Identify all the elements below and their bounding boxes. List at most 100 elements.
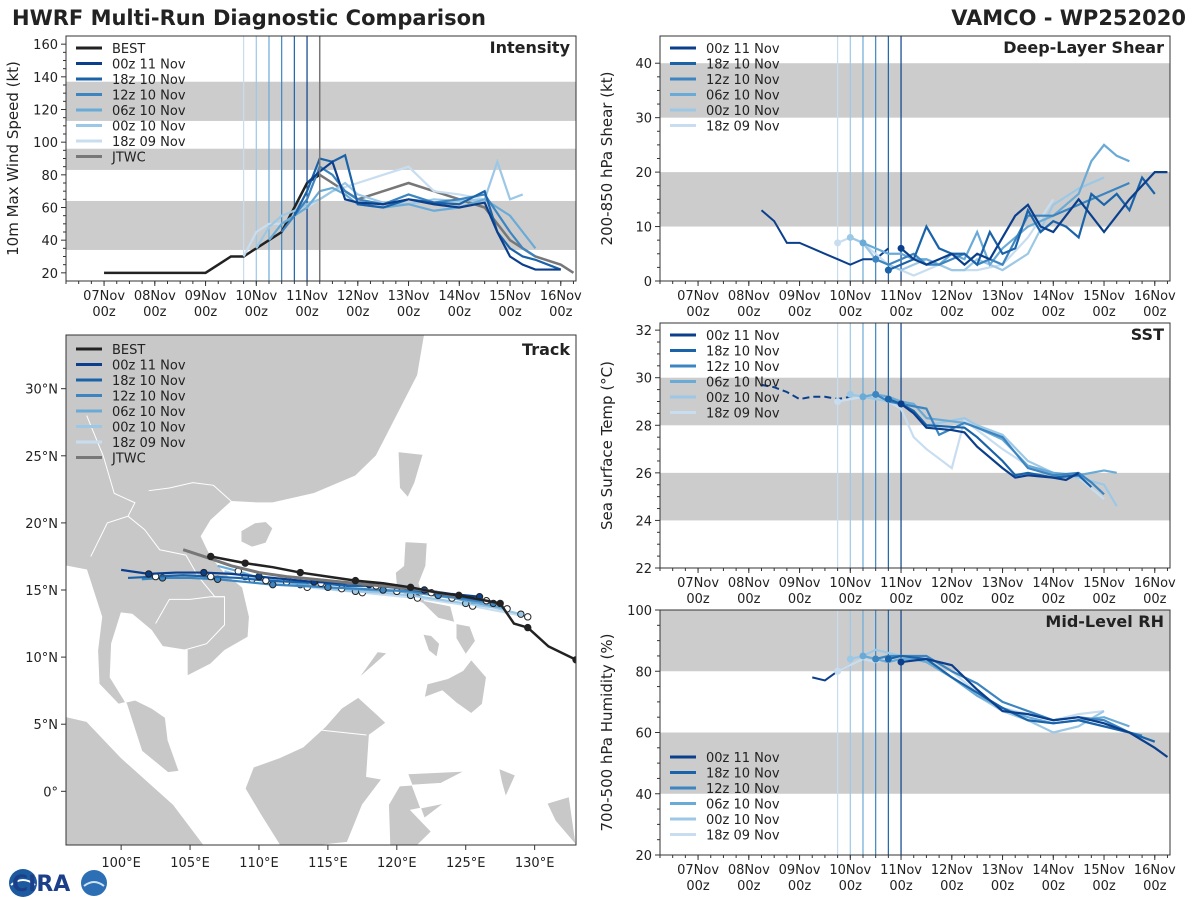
sst-ytick-label: 24 [635, 514, 652, 529]
rh-series-start-point [859, 652, 867, 660]
rh-xtick-day: 16Nov [1134, 863, 1176, 878]
track-panel: 100°E 105°E 110°E 115°E 120°E 125°E 130°E 0° 5°N… [25, 334, 577, 871]
intensity-series-line [306, 159, 561, 271]
intensity-panel: 2040608010012014016007Nov00z08Nov00z09No… [4, 35, 582, 320]
rh-ytick-label: 60 [635, 727, 652, 742]
shear-xtick-hour: 00z [889, 305, 913, 320]
sst-xtick-day: 08Nov [728, 576, 770, 591]
track-ytick-label: 20°N [25, 517, 58, 532]
track-best-line-point [207, 552, 215, 561]
rh-xtick-day: 11Nov [880, 863, 922, 878]
rh-xtick-day: 13Nov [982, 863, 1024, 878]
rh-xtick-day: 09Nov [779, 863, 821, 878]
land-mass [395, 541, 456, 623]
shear-xtick-day: 07Nov [677, 289, 719, 304]
sst-xtick-hour: 00z [1092, 592, 1116, 607]
intensity-xtick-day: 11Nov [286, 289, 328, 304]
land-mass [240, 521, 274, 548]
intensity-ytick-label: 160 [33, 38, 58, 53]
sst-xtick-day: 07Nov [677, 576, 719, 591]
rh-xtick-hour: 00z [737, 879, 761, 894]
rh-xtick-hour: 00z [686, 879, 710, 894]
shear-xtick-hour: 00z [991, 305, 1015, 320]
rh-xtick-day: 07Nov [677, 863, 719, 878]
sst-legend-label: 12z 10 Nov [706, 360, 780, 375]
rh-title: Mid-Level RH [1045, 612, 1164, 631]
shear-legend-label: 00z 11 Nov [706, 42, 780, 57]
intensity-ytick-label: 20 [41, 267, 58, 282]
sst-ytick-label: 30 [635, 372, 652, 387]
rh-legend-label: 00z 10 Nov [706, 813, 780, 828]
rh-series-line [900, 657, 1169, 758]
shear-xtick-day: 08Nov [728, 289, 770, 304]
country-border [148, 482, 232, 502]
sst-series-start-point [897, 400, 905, 408]
rh-xtick-hour: 00z [889, 879, 913, 894]
intensity-xtick-hour: 00z [295, 305, 319, 320]
main-title: HWRF Multi-Run Diagnostic Comparison [12, 6, 487, 30]
rh-xtick-hour: 00z [1092, 879, 1116, 894]
sst-title: SST [1131, 325, 1164, 344]
shear-xtick-day: 15Nov [1083, 289, 1125, 304]
track-map-group [66, 335, 576, 845]
track-legend-label: 00z 10 Nov [112, 421, 186, 436]
intensity-best-line [104, 173, 321, 275]
intensity-ytick-label: 140 [33, 71, 58, 86]
rh-ytick-label: 80 [635, 665, 652, 680]
sst-series-line [900, 402, 1080, 482]
land-mass [388, 770, 465, 845]
sst-ylabel: Sea Surface Temp (°C) [598, 361, 616, 530]
intensity-xtick-day: 09Nov [185, 289, 227, 304]
shear-xtick-hour: 00z [1042, 305, 1066, 320]
sst-xtick-day: 12Nov [931, 576, 973, 591]
sst-ytick-label: 22 [635, 562, 652, 577]
sst-band [660, 377, 1170, 426]
intensity-legend-label: BEST [112, 42, 145, 57]
intensity-series-group [104, 153, 575, 275]
land-mass [455, 623, 476, 656]
sst-xtick-day: 09Nov [779, 576, 821, 591]
intensity-xtick-hour: 00z [549, 305, 573, 320]
rh-xtick-hour: 00z [940, 879, 964, 894]
track-xtick-label: 100°E [101, 856, 141, 871]
shear-ytick-label: 30 [635, 112, 652, 127]
track-series-line-point [517, 610, 525, 618]
rh-legend-label: 18z 09 Nov [706, 829, 780, 844]
globe-icon [9, 869, 37, 897]
track-legend-label: JTWC [111, 452, 146, 467]
intensity-ytick-label: 120 [33, 104, 58, 119]
land-mass [397, 451, 424, 499]
shear-series-line [887, 175, 1156, 272]
sst-legend-label: 18z 09 Nov [706, 407, 780, 422]
shear-xtick-day: 12Nov [931, 289, 973, 304]
logo-text: CIRA [12, 872, 70, 897]
rh-xtick-hour: 00z [1042, 879, 1066, 894]
sst-series-group [761, 383, 1118, 507]
track-best-line-point [296, 568, 305, 577]
shear-xtick-day: 10Nov [829, 289, 871, 304]
sst-xtick-hour: 00z [940, 592, 964, 607]
intensity-legend-label: 00z 11 Nov [112, 58, 186, 73]
sst-series-line [887, 398, 1093, 488]
track-best-line-point [455, 591, 463, 600]
shear-series-start-point [859, 239, 867, 247]
rh-xtick-day: 15Nov [1083, 863, 1125, 878]
sst-series-start-point [859, 393, 867, 401]
rh-ytick-label: 100 [627, 604, 652, 619]
track-ytick-label: 30°N [25, 383, 58, 398]
intensity-xtick-hour: 00z [346, 305, 370, 320]
intensity-xtick-day: 10Nov [235, 289, 277, 304]
sst-xtick-day: 11Nov [880, 576, 922, 591]
intensity-ytick-label: 60 [41, 202, 58, 217]
shear-xtick-hour: 00z [1092, 305, 1116, 320]
sst-series-start-point [884, 395, 892, 403]
land-mass [423, 659, 487, 714]
shear-legend-label: 18z 10 Nov [706, 58, 780, 73]
rh-ylabel: 700-500 hPa Humidity (%) [598, 633, 616, 831]
shear-series-start-point [884, 266, 892, 274]
shear-band [660, 63, 1170, 118]
